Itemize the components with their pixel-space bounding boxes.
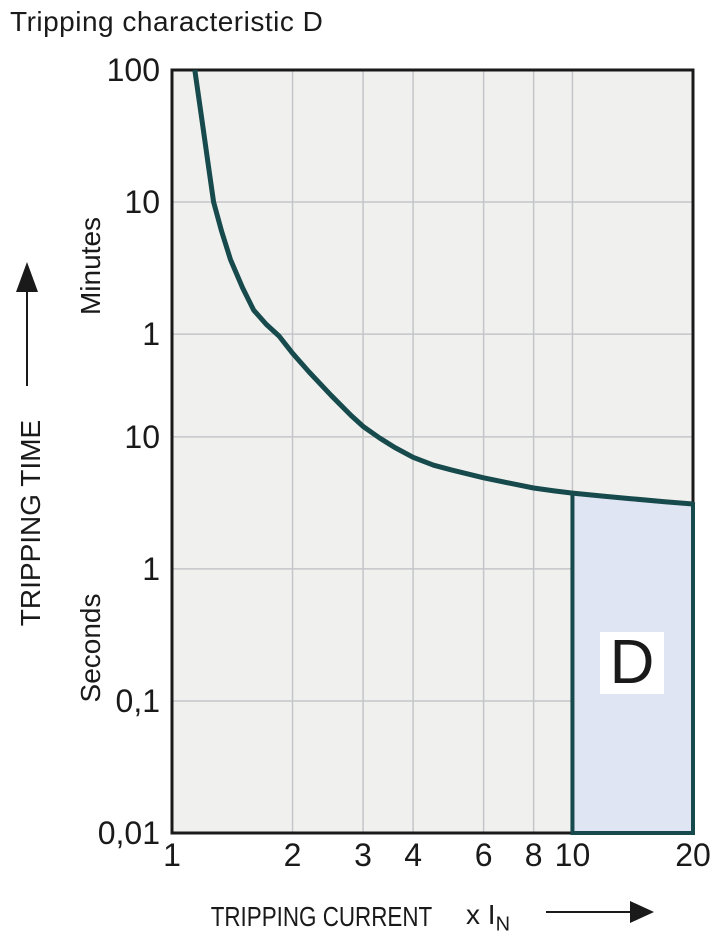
region-label: D	[609, 628, 655, 697]
y-tick-label: 10	[124, 184, 160, 221]
y-tick-label: 100	[106, 52, 160, 88]
x-axis-unit: x IN	[466, 899, 510, 937]
plot-border	[170, 68, 695, 835]
region-label-box: D	[600, 632, 664, 694]
y-axis-arrow-icon	[16, 262, 38, 292]
x-tick-label: 20	[675, 837, 711, 873]
x-tick-label: 1	[163, 837, 181, 873]
chart-title: Tripping characteristic D	[10, 6, 324, 37]
x-tick-label: 8	[524, 837, 543, 873]
y-tick-label: 1	[142, 316, 160, 353]
x-tick-label: 4	[404, 837, 422, 873]
y-tick-label: 1	[142, 550, 160, 587]
x-tick-label: 6	[474, 837, 493, 873]
x-axis-arrow-icon	[630, 901, 654, 923]
x-axis-unit-prefix: x I	[466, 899, 496, 930]
y-tick-label: 0,1	[115, 682, 160, 719]
x-tick-label: 10	[554, 837, 591, 873]
trip-curve	[192, 69, 694, 507]
x-tick-label: 2	[283, 837, 302, 873]
x-tick-label: 3	[354, 837, 372, 873]
x-axis-title-text: TRIPPING CURRENT	[210, 901, 432, 932]
y-unit-minutes-label: Minutes	[75, 216, 106, 316]
x-axis-unit-subscript: N	[495, 913, 511, 936]
y-tick-label: 0,01	[97, 815, 160, 851]
y-tick-label: 10	[124, 418, 160, 455]
x-axis-title: TRIPPING CURRENT	[171, 901, 471, 933]
